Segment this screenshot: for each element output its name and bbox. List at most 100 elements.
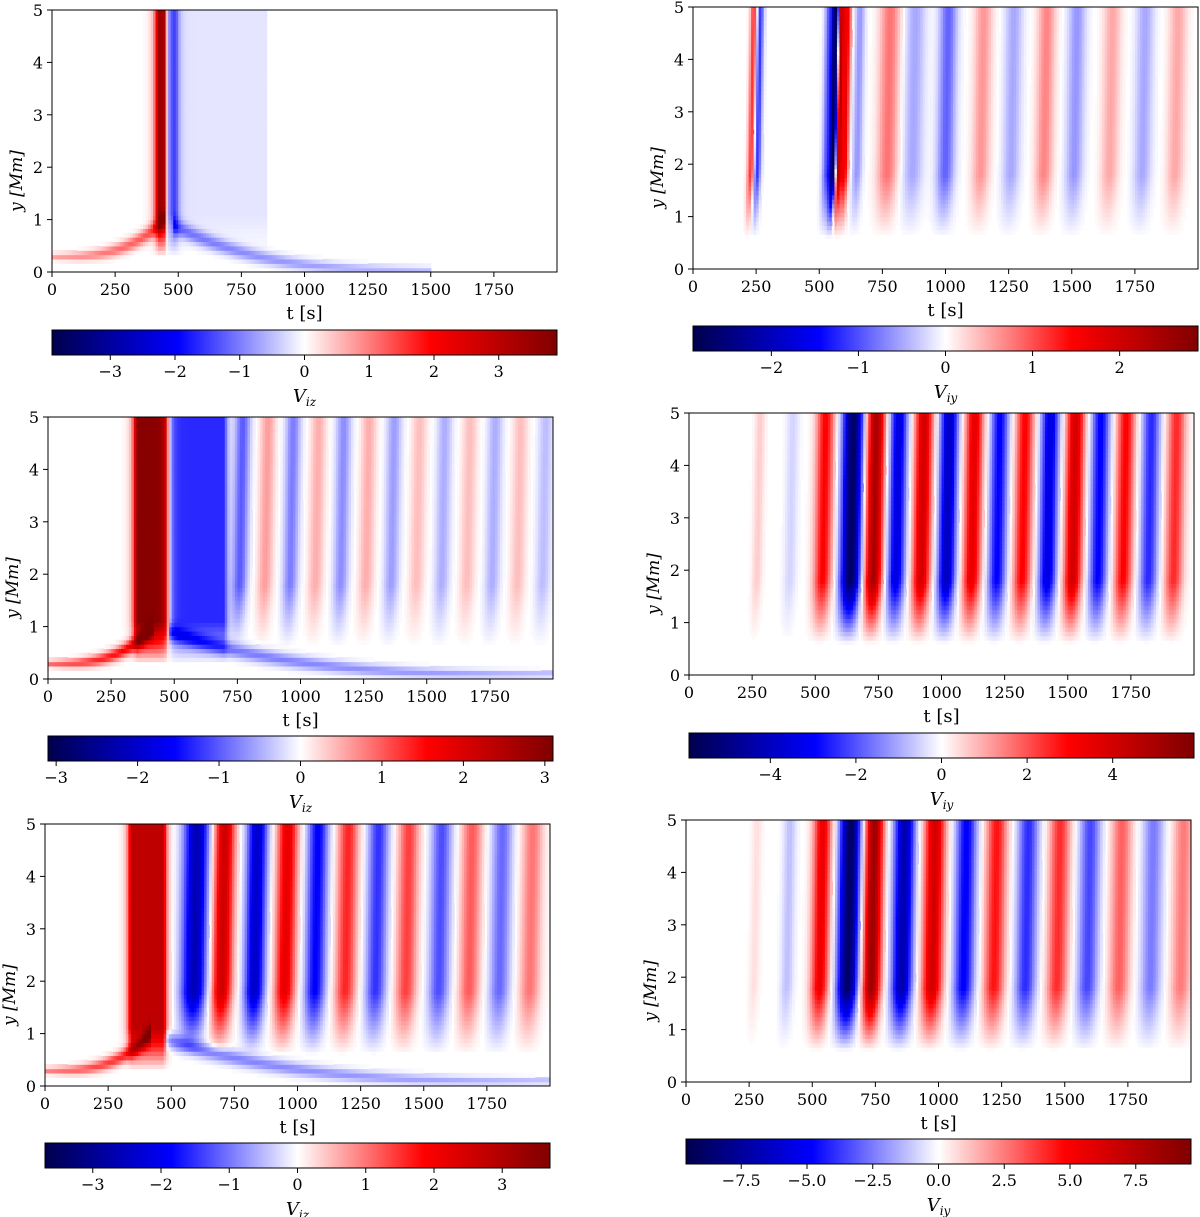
heat-cell <box>355 258 359 264</box>
heat-cell <box>1084 181 1088 187</box>
heat-cell <box>246 119 250 125</box>
heat-cell <box>980 207 984 213</box>
heat-cell <box>970 177 974 183</box>
heat-cell <box>897 172 901 178</box>
heat-cell <box>206 79 210 85</box>
heat-cell <box>246 145 250 151</box>
heat-cell <box>1056 172 1060 178</box>
heat-cell <box>935 216 939 222</box>
heat-cell <box>142 88 147 94</box>
heat-cell <box>854 216 858 222</box>
heat-cell <box>259 44 263 50</box>
heat-cell <box>824 186 828 191</box>
heat-cell <box>248 206 253 212</box>
heat-cell <box>339 267 343 272</box>
heat-cell <box>1119 203 1123 209</box>
heat-cell <box>428 267 432 272</box>
heat-cell <box>902 225 906 231</box>
heat-cell <box>261 232 265 238</box>
heat-cell <box>907 229 911 235</box>
heat-cell <box>193 119 197 125</box>
heat-cell <box>248 158 253 164</box>
heat-cell <box>188 106 192 112</box>
heat-cell <box>756 181 760 187</box>
heat-cell <box>170 167 174 173</box>
heat-cell <box>1036 212 1040 218</box>
heat-cell <box>200 219 205 225</box>
heat-cell <box>203 106 207 112</box>
heat-cell <box>236 189 240 194</box>
heat-cell <box>228 154 232 160</box>
heat-cell <box>246 149 250 155</box>
heat-cell <box>168 158 172 164</box>
heat-cell <box>1127 190 1131 196</box>
heat-cell <box>1011 177 1015 183</box>
heat-cell <box>246 171 250 177</box>
heat-cell <box>1043 220 1048 226</box>
heat-cell <box>889 229 894 235</box>
heat-cell <box>892 225 896 231</box>
heat-cell <box>254 106 258 112</box>
heat-cell <box>1137 216 1141 222</box>
heat-cell <box>1051 207 1055 213</box>
heat-cell <box>150 245 154 251</box>
heat-cell <box>246 210 250 216</box>
heat-cell <box>405 263 409 269</box>
heat-cell <box>165 149 169 155</box>
heat-cell <box>218 132 222 138</box>
heat-cell <box>190 215 194 221</box>
heat-cell <box>874 220 878 226</box>
heat-cell <box>243 88 248 94</box>
heat-cell <box>920 203 924 209</box>
heat-cell <box>170 136 174 142</box>
heat-cell <box>211 14 215 20</box>
heat-cell <box>233 171 237 177</box>
heat-cell <box>213 23 217 29</box>
heat-cell <box>142 119 147 125</box>
heat-cell <box>228 145 232 151</box>
heat-cell <box>950 194 954 200</box>
heat-cell <box>243 237 248 243</box>
heat-cell <box>829 181 833 187</box>
heat-cell <box>1079 172 1083 178</box>
heat-cell <box>180 75 184 81</box>
heat-cell <box>165 250 169 256</box>
heat-cell <box>203 154 207 160</box>
heat-cell <box>307 267 311 272</box>
heat-cell <box>175 119 179 125</box>
heat-cell <box>226 53 230 59</box>
heat-cell <box>200 18 205 24</box>
heat-cell <box>892 186 896 191</box>
heat-cell <box>221 127 225 133</box>
heat-cell <box>170 110 174 116</box>
heat-cell <box>940 220 944 226</box>
heat-cell <box>970 199 974 205</box>
heat-cell <box>996 172 1000 178</box>
heat-cell <box>142 53 147 59</box>
heat-cell <box>153 71 157 77</box>
heatmap-top-left <box>52 10 557 272</box>
heat-cell <box>125 254 129 260</box>
heat-cell <box>238 127 242 133</box>
heat-cell <box>266 245 270 251</box>
heat-cell <box>1167 212 1171 218</box>
heat-cell <box>145 101 149 107</box>
heat-cell <box>238 232 242 238</box>
heat-cell <box>261 193 265 199</box>
heat-cell <box>173 58 177 63</box>
heat-cell <box>228 223 232 229</box>
colorbar-tick-label: 1 <box>364 362 374 381</box>
heat-cell <box>821 190 825 196</box>
heat-cell <box>158 23 162 29</box>
heat-cell <box>206 154 210 160</box>
heat-cell <box>872 212 876 218</box>
heat-cell <box>145 49 149 55</box>
heat-cell <box>221 101 225 107</box>
heat-cell <box>147 23 152 29</box>
heat-cell <box>877 207 881 213</box>
heat-cell <box>155 84 159 90</box>
heat-cell <box>206 23 210 29</box>
heat-cell <box>920 212 924 218</box>
heat-cell <box>1084 177 1088 183</box>
heat-cell <box>142 162 147 168</box>
